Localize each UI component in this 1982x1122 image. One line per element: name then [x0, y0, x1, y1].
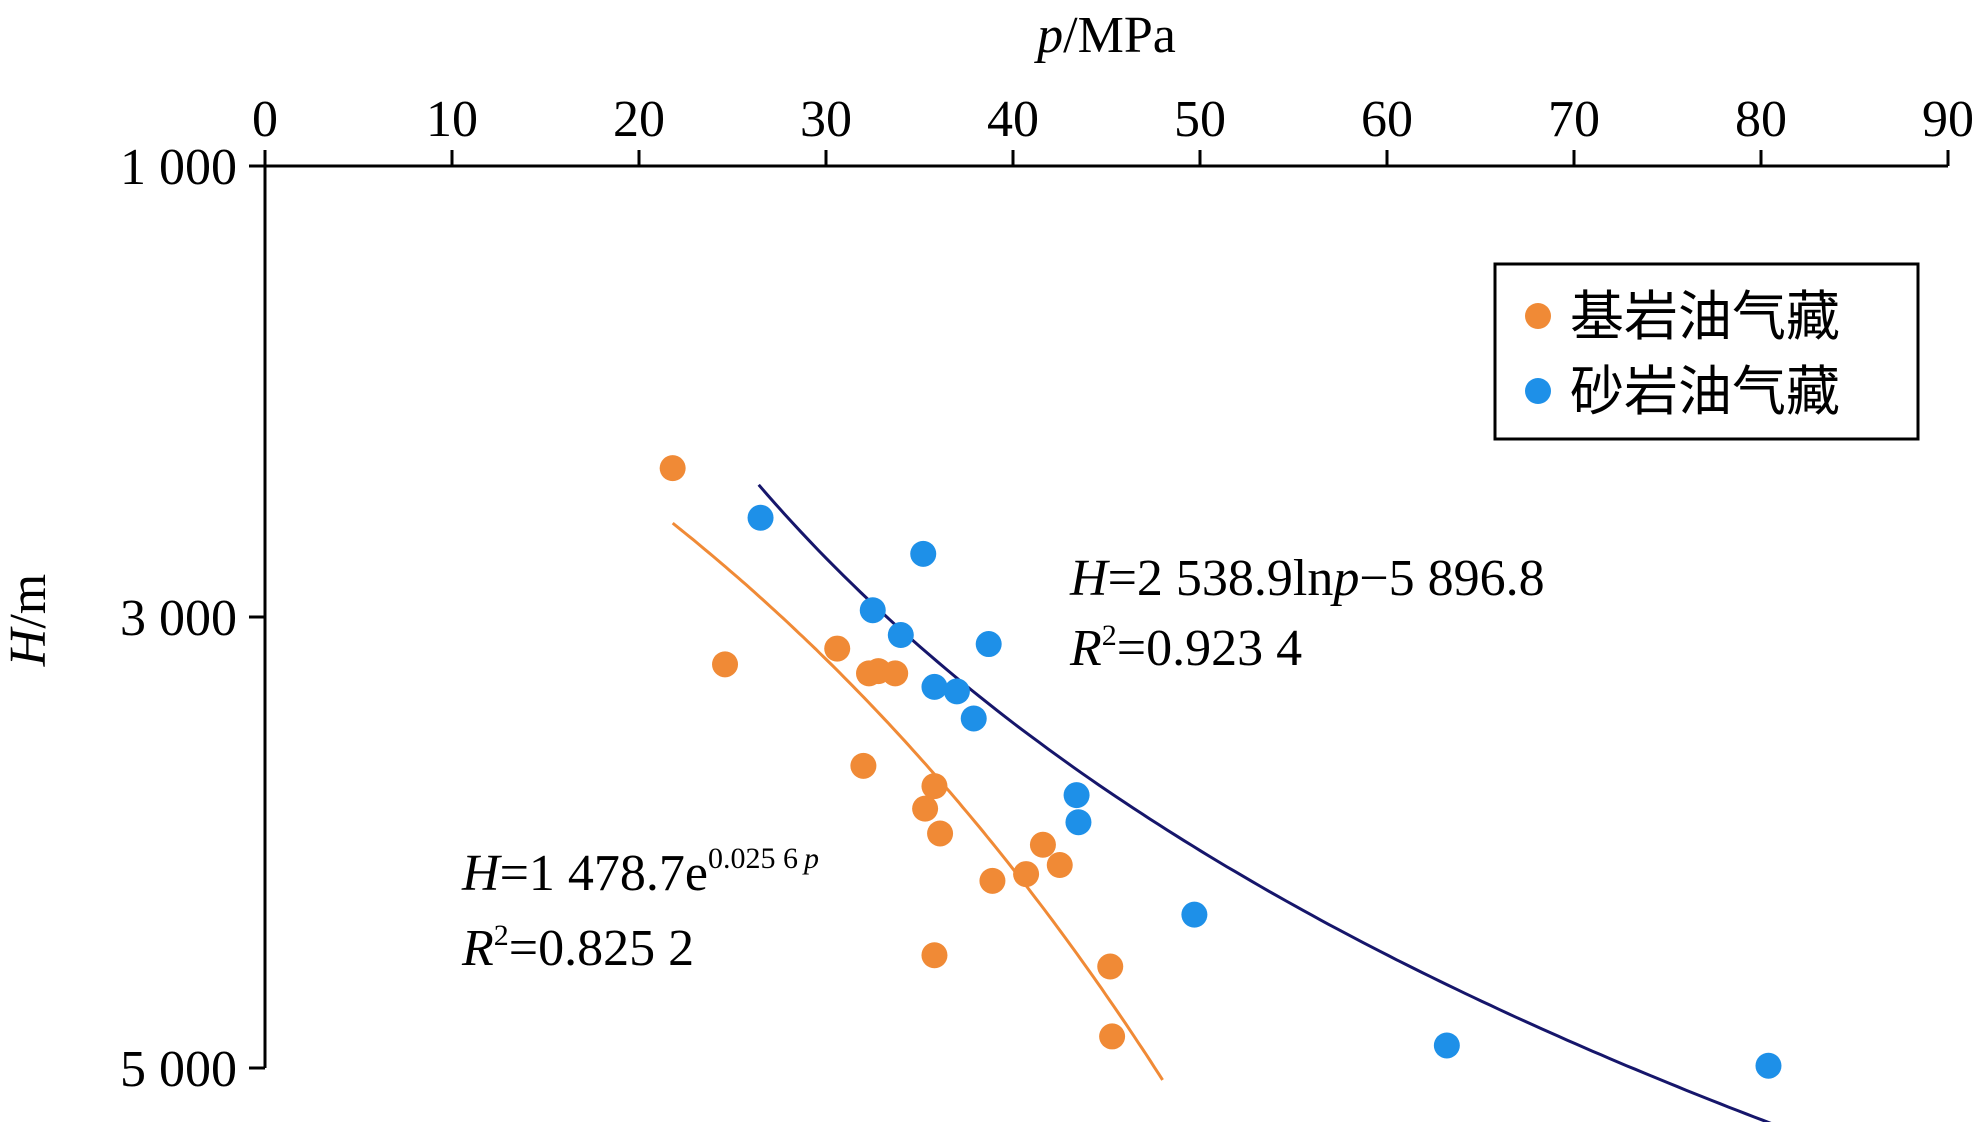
sandstone-point: [1065, 809, 1092, 836]
x-tick-label: 70: [1548, 91, 1600, 148]
y-tick-label: 1 000: [120, 139, 237, 196]
x-tick-label: 10: [426, 91, 478, 148]
y-axis-title: H/m: [0, 574, 57, 667]
legend-label-bedrock: 基岩油气藏: [1570, 285, 1840, 348]
sandstone-point: [1063, 782, 1090, 809]
sandstone-point: [859, 597, 886, 624]
bedrock-point: [659, 455, 686, 482]
legend-box: [1493, 262, 1920, 441]
legend: 基岩油气藏 砂岩油气藏: [1493, 262, 1920, 441]
eq-body: =1 478.7e: [500, 845, 708, 902]
sandstone-point: [910, 540, 937, 567]
fit-curves: [671, 483, 1772, 1122]
x-tick-label: 0: [252, 91, 278, 148]
data-points: [659, 455, 1782, 1079]
r2-sup: 2: [1102, 619, 1117, 652]
sandstone-point: [921, 673, 948, 700]
x-tick-label: 60: [1361, 91, 1413, 148]
eq-var: H: [1069, 550, 1110, 607]
sandstone-point: [1433, 1032, 1460, 1059]
r2-sup: 2: [494, 919, 509, 952]
r2-var: R: [1069, 620, 1102, 677]
bedrock-point: [921, 942, 948, 969]
sandstone-fit-curve: [757, 483, 1772, 1122]
legend-marker-sandstone: [1525, 378, 1551, 404]
y-ticks: 1 000 3 000 5 000: [120, 139, 265, 1098]
eq-var: H: [461, 845, 502, 902]
sandstone-point: [943, 678, 970, 705]
sandstone-point: [1755, 1052, 1782, 1079]
eq-var: p: [1329, 550, 1359, 607]
bedrock-point: [927, 820, 954, 847]
x-axis: 0 10 20 30 40 50 60 70 80 90 p/MPa: [252, 7, 1974, 168]
r2-var: R: [461, 920, 494, 977]
r2-value: =0.923 4: [1117, 620, 1302, 677]
bedrock-point: [1046, 852, 1073, 879]
x-tick-label: 20: [613, 91, 665, 148]
eq-exponent: 0.025 6: [708, 842, 798, 875]
x-axis-title: p/MPa: [1033, 7, 1176, 64]
x-tick-label: 90: [1922, 91, 1974, 148]
x-tick-label: 50: [1174, 91, 1226, 148]
eq-body: =2 538.9ln: [1108, 550, 1334, 607]
bedrock-point: [882, 660, 909, 687]
sandstone-point: [960, 705, 987, 732]
legend-marker-bedrock: [1525, 303, 1551, 329]
bedrock-fit-r2: R2=0.825 2: [461, 919, 694, 977]
sandstone-point: [1181, 901, 1208, 928]
x-tick-label: 40: [987, 91, 1039, 148]
sandstone-fit-r2: R2=0.923 4: [1069, 619, 1302, 677]
y-tick-label: 5 000: [120, 1041, 237, 1098]
bedrock-point: [921, 773, 948, 800]
bedrock-point: [712, 651, 739, 678]
bedrock-point: [1029, 831, 1056, 858]
eq-tail: −5 896.8: [1359, 550, 1544, 607]
bedrock-point: [1097, 953, 1124, 980]
x-ticks: 0 10 20 30 40 50 60 70 80 90: [252, 91, 1974, 166]
sandstone-fit-annotation: H=2 538.9lnp−5 896.8 R2=0.923 4: [1069, 550, 1545, 677]
bedrock-fit-curve: [671, 521, 1164, 1081]
sandstone-fit-equation: H=2 538.9lnp−5 896.8: [1069, 550, 1545, 607]
bedrock-point: [979, 867, 1006, 894]
y-axis-title-unit: /m: [0, 574, 57, 629]
bedrock-point: [1013, 861, 1040, 888]
x-axis-title-var: p: [1033, 7, 1063, 64]
bedrock-point: [1099, 1023, 1126, 1050]
y-axis: 1 000 3 000 5 000 H/m: [0, 139, 267, 1098]
sandstone-point: [887, 622, 914, 649]
bedrock-point: [912, 795, 939, 822]
y-axis-title-var: H: [0, 626, 57, 667]
legend-label-sandstone: 砂岩油气藏: [1570, 360, 1840, 423]
bedrock-point: [824, 635, 851, 662]
y-tick-label: 3 000: [120, 590, 237, 647]
r2-value: =0.825 2: [509, 920, 694, 977]
x-axis-title-unit: /MPa: [1063, 7, 1176, 64]
x-tick-label: 80: [1735, 91, 1787, 148]
bedrock-point: [850, 752, 877, 779]
eq-exponent-var: p: [802, 842, 819, 875]
sandstone-point: [975, 631, 1002, 658]
sandstone-point: [747, 504, 774, 531]
x-tick-label: 30: [800, 91, 852, 148]
